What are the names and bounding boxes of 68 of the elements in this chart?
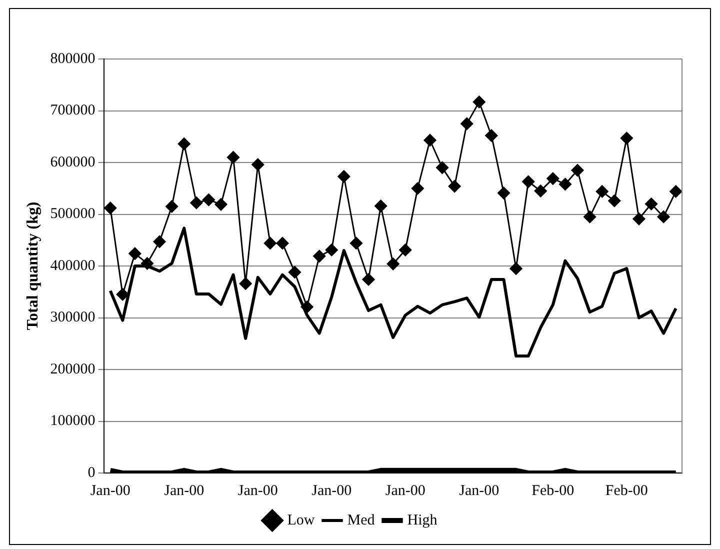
point xyxy=(436,161,449,174)
point xyxy=(178,138,190,150)
point xyxy=(190,196,203,210)
point xyxy=(485,129,498,142)
point xyxy=(374,200,388,212)
legend-label: High xyxy=(407,512,438,528)
x-tick-label: Feb-00 xyxy=(605,482,648,499)
legend-label: Low xyxy=(287,512,315,528)
point xyxy=(214,198,228,211)
point xyxy=(632,212,646,226)
point xyxy=(546,172,560,185)
point xyxy=(448,180,461,193)
point xyxy=(239,277,252,290)
x-tick-label: Feb-00 xyxy=(532,482,574,499)
x-tick-label: Jan-00 xyxy=(90,482,130,499)
point xyxy=(399,244,412,256)
point xyxy=(534,184,547,198)
point xyxy=(596,185,608,198)
point xyxy=(153,235,166,248)
y-tick-label: 100000 xyxy=(50,413,96,430)
point xyxy=(386,258,400,270)
y-tick-label: 400000 xyxy=(50,258,96,274)
point xyxy=(424,134,436,146)
point xyxy=(362,273,375,286)
point xyxy=(227,151,240,164)
point xyxy=(670,185,682,198)
point xyxy=(620,132,633,144)
x-tick-label: Jan-00 xyxy=(459,482,500,499)
y-tick-label: 300000 xyxy=(50,310,96,326)
point xyxy=(558,178,572,190)
point xyxy=(276,236,289,250)
x-tick-label: Jan-00 xyxy=(312,482,352,499)
point xyxy=(104,202,117,214)
point xyxy=(472,96,486,108)
point xyxy=(264,236,276,250)
point xyxy=(338,170,350,183)
point xyxy=(584,210,596,224)
y-tick-label: 800000 xyxy=(50,50,96,67)
x-tick-label: Jan-00 xyxy=(164,482,204,499)
y-axis-title: Total quantity (kg) xyxy=(24,202,42,330)
point xyxy=(411,182,424,195)
point xyxy=(128,247,142,260)
point xyxy=(288,266,301,278)
x-tick-label: Jan-00 xyxy=(385,482,426,499)
point xyxy=(313,250,326,262)
x-tick-label: Jan-00 xyxy=(238,482,278,499)
point xyxy=(510,262,522,275)
point xyxy=(350,236,362,250)
point xyxy=(460,117,474,130)
point xyxy=(140,257,154,270)
point xyxy=(202,194,215,206)
y-tick-label: 700000 xyxy=(50,102,96,119)
y-tick-label: 0 xyxy=(88,464,96,481)
y-tick-label: 500000 xyxy=(50,206,96,222)
point xyxy=(497,186,510,200)
y-tick-label: 200000 xyxy=(50,361,96,378)
point xyxy=(300,300,314,314)
point xyxy=(657,210,670,224)
y-tick-label: 600000 xyxy=(50,154,96,170)
legend-label: Med xyxy=(347,512,376,528)
point xyxy=(522,175,535,188)
point xyxy=(116,288,129,301)
point xyxy=(645,198,658,210)
point xyxy=(252,158,264,171)
point xyxy=(166,200,178,213)
point xyxy=(608,194,621,208)
point xyxy=(571,164,584,177)
point xyxy=(325,244,338,256)
